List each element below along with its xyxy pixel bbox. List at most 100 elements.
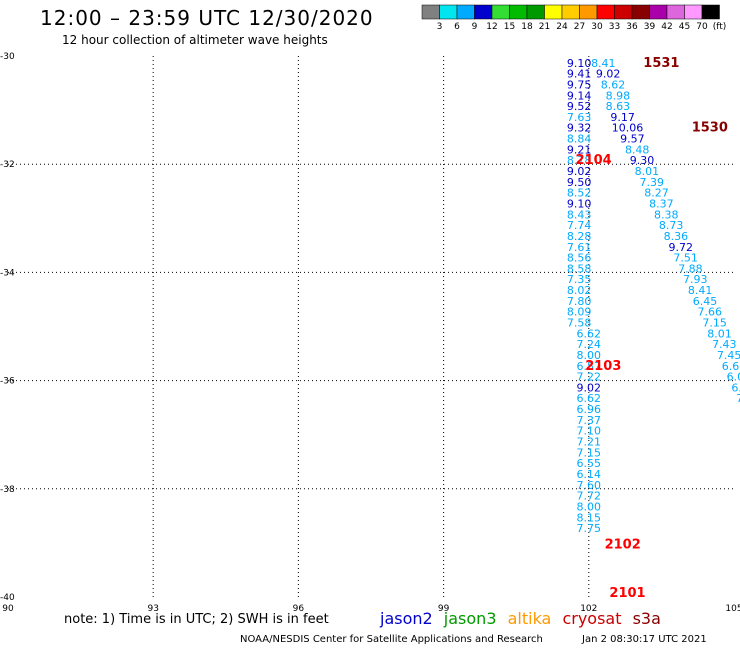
swh-point: 8.56 xyxy=(567,252,592,265)
color-swatch xyxy=(544,4,563,20)
swh-point: 8.09 xyxy=(567,306,592,319)
legend-altika: altika xyxy=(507,609,552,628)
swh-point: 6.62 xyxy=(577,327,602,340)
x-tick-label: 93 xyxy=(147,604,158,614)
swh-point: 7.88 xyxy=(678,262,703,275)
swh-point: 9.10 xyxy=(567,57,592,70)
swh-point: 7.22 xyxy=(577,371,602,384)
legend-jason3: jason3 xyxy=(443,609,497,628)
chart-axes: 90 93 96 99 102 105 -30 -32 -34 -36 -38 -40 xyxy=(0,52,740,614)
swh-point: 10.06 xyxy=(612,122,644,135)
swh-point: 7.21 xyxy=(577,436,602,449)
swh-point: 7.75 xyxy=(577,522,602,535)
swh-point: 8.41 xyxy=(688,284,713,297)
pass-labels: 1531153021041529210321022101 xyxy=(576,56,728,601)
color-swatch xyxy=(684,4,703,20)
swh-point: 8.00 xyxy=(577,349,602,362)
swh-point: 7.93 xyxy=(683,273,708,286)
swh-point: 6.55 xyxy=(577,457,602,470)
color-swatch xyxy=(579,4,598,20)
swh-point: 9.32 xyxy=(567,122,592,135)
swh-point: 8.00 xyxy=(577,500,602,513)
legend-s3a: s3a xyxy=(632,609,661,628)
y-tick-label: -34 xyxy=(0,268,15,278)
color-swatch xyxy=(561,4,580,20)
swh-point: 8.41 xyxy=(591,57,616,70)
swh-point: 8.01 xyxy=(635,165,660,178)
color-scale-label: 9 xyxy=(472,22,478,32)
swh-point: 6.89 xyxy=(731,381,740,394)
swh-point: 7.39 xyxy=(639,176,664,189)
satellite-legend: jason2 jason3 altika cryosat s3a xyxy=(380,609,667,628)
swh-point: 8.15 xyxy=(577,511,602,524)
swh-point: 8.73 xyxy=(659,219,684,232)
swh-point: 8.37 xyxy=(649,197,674,210)
swh-point: 8.43 xyxy=(567,208,592,221)
y-tick-label: -32 xyxy=(0,160,15,170)
color-scale-label: (ft) xyxy=(713,22,727,32)
x-tick-label: 105 xyxy=(725,604,740,614)
swh-point: 7.74 xyxy=(567,219,592,232)
pass-label: 2103 xyxy=(585,359,621,374)
color-swatch xyxy=(421,4,440,20)
swh-point: 8.02 xyxy=(567,284,592,297)
swh-point: 8.84 xyxy=(567,133,592,146)
y-tick-label: -40 xyxy=(0,593,15,603)
color-scale-label: 45 xyxy=(679,22,690,32)
swh-point: 7.43 xyxy=(712,338,737,351)
swh-point: 7.66 xyxy=(698,306,723,319)
swh-point: 7.76 xyxy=(736,392,740,405)
x-tick-label: 99 xyxy=(438,604,450,614)
color-swatch xyxy=(701,4,720,20)
color-swatch xyxy=(649,4,668,20)
swh-point: 8.58 xyxy=(567,262,592,275)
swh-point: 7.37 xyxy=(577,414,602,427)
swh-point: 6.62 xyxy=(577,392,602,405)
swh-point: 8.28 xyxy=(567,230,592,243)
color-scale-label: 6 xyxy=(454,22,460,32)
swh-point: 8.63 xyxy=(606,100,631,113)
color-scale-label: 70 xyxy=(696,22,708,32)
swh-point: 7.61 xyxy=(567,241,592,254)
legend-jason2: jason2 xyxy=(380,609,433,628)
color-scale-label: 33 xyxy=(609,22,620,32)
swh-point: 9.52 xyxy=(567,100,592,113)
swh-point: 8.36 xyxy=(664,230,689,243)
color-scale-label: 30 xyxy=(591,22,603,32)
chart-grid xyxy=(8,56,734,597)
color-scale-label: 3 xyxy=(437,22,443,32)
color-swatch xyxy=(666,4,685,20)
y-tick-label: -30 xyxy=(0,52,15,62)
swh-point: 9.14 xyxy=(567,89,592,102)
x-tick-label: 90 xyxy=(2,604,14,614)
swh-point: 7.60 xyxy=(577,479,602,492)
swh-point: 9.21 xyxy=(567,143,592,156)
chart-title: 12:00 – 23:59 UTC 12/30/2020 xyxy=(40,6,374,30)
color-scale-label: 15 xyxy=(504,22,515,32)
legend-cryosat: cryosat xyxy=(562,609,622,628)
swh-point: 9.02 xyxy=(567,165,592,178)
color-scale-label: 36 xyxy=(626,22,638,32)
swh-point: 8.27 xyxy=(644,187,669,200)
footer-credit: NOAA/NESDIS Center for Satellite Applica… xyxy=(240,634,543,645)
swh-point: 7.72 xyxy=(577,490,602,503)
swh-point: 7.45 xyxy=(717,349,740,362)
x-tick-label: 102 xyxy=(580,604,597,614)
y-tick-label: -36 xyxy=(0,377,15,387)
color-scale-label: 27 xyxy=(574,22,585,32)
swh-point: 8.78 xyxy=(567,154,592,167)
color-scale-label: 39 xyxy=(644,22,656,32)
data-points: 9.109.419.759.149.527.639.328.849.218.78… xyxy=(567,57,740,535)
swh-point: 6.96 xyxy=(577,403,602,416)
swh-point: 9.17 xyxy=(610,111,635,124)
swh-point: 6.66 xyxy=(722,360,740,373)
chart-subtitle: 12 hour collection of altimeter wave hei… xyxy=(62,33,328,47)
color-swatch xyxy=(474,4,493,20)
pass-label: 2102 xyxy=(605,537,641,552)
swh-point: 9.10 xyxy=(567,197,592,210)
color-scale-label: 21 xyxy=(539,22,550,32)
pass-label: 1531 xyxy=(643,56,679,71)
swh-point: 7.51 xyxy=(673,252,698,265)
swh-point: 7.80 xyxy=(567,295,592,308)
swh-point: 6.57 xyxy=(577,360,602,373)
